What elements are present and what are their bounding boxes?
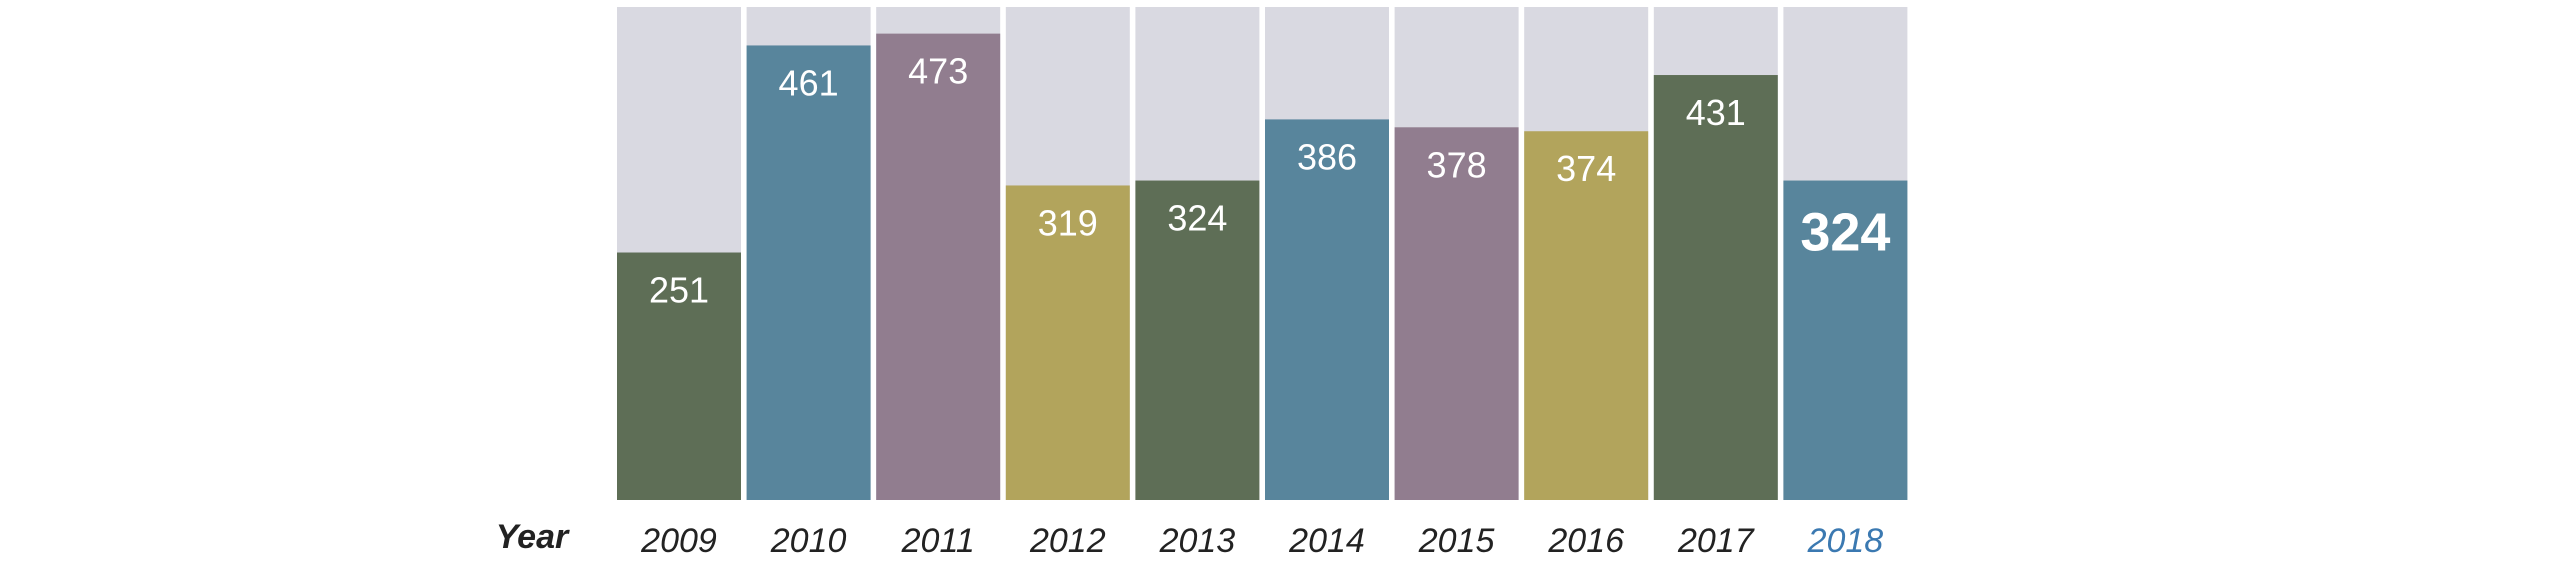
x-tick-label-2018: 2018 [1807,522,1884,560]
value-labels-layer: 251 461 473 319 324 386 378 374 431 324 [649,51,1890,311]
x-tick-label-2017: 2017 [1677,522,1755,560]
bar-2014 [1265,119,1389,501]
value-label-2013: 324 [1167,198,1227,239]
value-label-2009: 251 [649,270,709,311]
bar-2017 [1653,75,1778,500]
bars-layer [617,7,1908,501]
value-label-2010: 461 [779,62,839,103]
bar-2015 [1394,127,1519,501]
x-tick-label-2016: 2016 [1547,522,1624,560]
x-tick-label-2011: 2011 [901,522,975,560]
value-label-2014: 386 [1297,136,1357,177]
value-label-2015: 378 [1427,144,1487,185]
bar-2009 [617,252,741,500]
bar-2010 [746,45,871,500]
x-tick-label-2013: 2013 [1159,522,1236,560]
value-label-2012: 319 [1038,202,1098,243]
value-label-2017: 431 [1686,92,1746,133]
bar-2012 [1005,185,1130,500]
value-label-2016: 374 [1556,148,1616,189]
x-tick-label-2009: 2009 [640,522,717,560]
x-tick-label-2015: 2015 [1418,522,1495,560]
bar-2013 [1135,180,1260,500]
bar-2011 [876,33,1001,500]
x-tick-label-2014: 2014 [1288,522,1365,560]
value-label-2018: 324 [1800,203,1890,263]
x-tick-label-2010: 2010 [770,522,847,560]
bar-2016 [1524,131,1649,500]
bar-2018 [1783,180,1908,500]
value-label-2011: 473 [908,51,968,92]
x-tick-labels-layer: 2009 2010 2011 2012 2013 2014 2015 2016 2017 2018 [640,522,1883,560]
x-tick-label-2012: 2012 [1029,522,1106,560]
x-axis-title: Year [496,518,570,556]
